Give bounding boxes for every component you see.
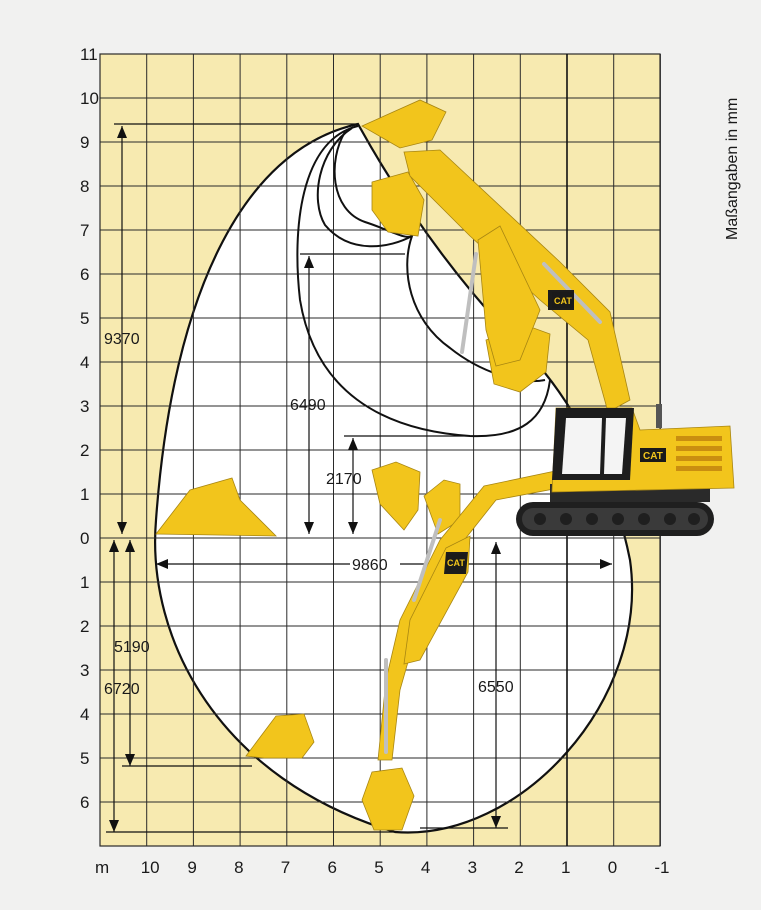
brand-logo-boom: CAT: [554, 296, 572, 306]
y-tick-label: 1: [80, 573, 89, 592]
y-tick-label: 2: [80, 617, 89, 636]
x-tick-label: 10: [141, 858, 160, 877]
y-tick-label: 3: [80, 661, 89, 680]
y-tick-label: 1: [80, 485, 89, 504]
x-tick-label: -1: [654, 858, 669, 877]
bucket-bottom: [361, 767, 415, 831]
y-tick-label: 5: [80, 309, 89, 328]
y-tick-label: 0: [80, 529, 89, 548]
x-tick-label: 6: [328, 858, 337, 877]
x-tick-label: 1: [561, 858, 570, 877]
x-tick-label: 0: [608, 858, 617, 877]
y-tick-label: 11: [80, 45, 98, 64]
x-tick-label: 4: [421, 858, 430, 877]
x-tick-label: 5: [374, 858, 383, 877]
dim-min-dump-height: 2170: [326, 471, 362, 488]
y-tick-label: 6: [80, 265, 89, 284]
bucket-far-left: [155, 477, 277, 537]
x-tick-label: 3: [468, 858, 477, 877]
dim-max-reach-ground: 9860: [352, 557, 388, 574]
bucket-dump-high: [371, 171, 425, 237]
brand-logo-stick: CAT: [447, 558, 465, 568]
bucket-top: [361, 99, 447, 149]
y-tick-label: 6: [80, 793, 89, 812]
y-tick-label: 5: [80, 749, 89, 768]
bucket-low-left: [245, 713, 315, 759]
x-axis-unit: m: [95, 858, 109, 877]
y-tick-label: 2: [80, 441, 89, 460]
x-axis-ticks: 10 9 8 7 6 5 4 3 2 1 0 -1: [141, 858, 670, 877]
dim-max-dig-depth: 6720: [104, 681, 140, 698]
x-tick-label: 7: [281, 858, 290, 877]
excavator: CAT CAT CAT: [446, 292, 735, 570]
y-tick-label: 8: [80, 177, 89, 196]
bucket-center-1: [371, 461, 421, 531]
dump-envelope-inner: [333, 131, 413, 238]
x-tick-label: 2: [514, 858, 523, 877]
unit-label: Maßangaben in mm: [724, 98, 741, 240]
dim-max-vertical-wall-depth: 5190: [114, 639, 150, 656]
dim-max-reach-height: 9370: [104, 331, 140, 348]
brand-logo-body: CAT: [643, 451, 663, 462]
dim-dig-depth-2440: 6550: [478, 679, 514, 696]
y-tick-label: 7: [80, 221, 89, 240]
dump-envelope-outer: [296, 125, 551, 438]
x-tick-label: 8: [234, 858, 243, 877]
y-tick-label: 9: [80, 133, 89, 152]
dim-max-dump-height: 6490: [290, 397, 326, 414]
y-tick-label: 4: [80, 705, 89, 724]
y-tick-label: 10: [80, 89, 99, 108]
y-tick-label: 3: [80, 397, 89, 416]
x-tick-label: 9: [187, 858, 196, 877]
y-tick-label: 4: [80, 353, 89, 372]
